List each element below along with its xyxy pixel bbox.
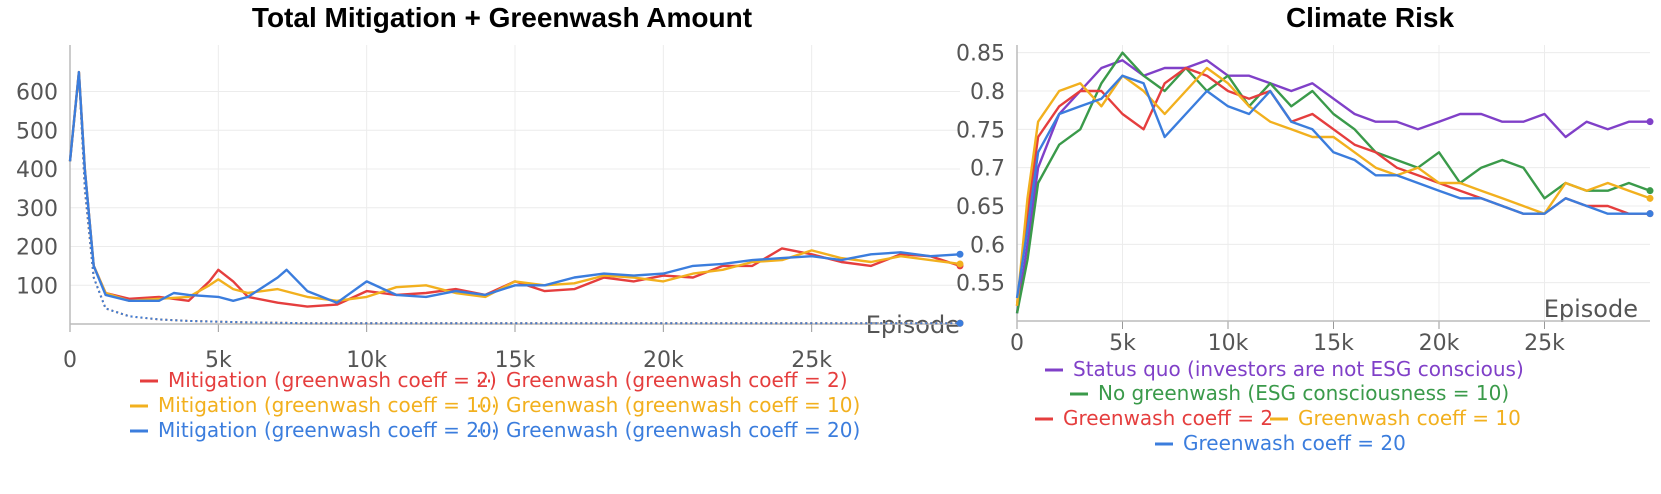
x-tick-label: 5k — [205, 348, 232, 373]
legend-label: Greenwash coeff = 10 — [1298, 406, 1521, 430]
series-line-greenwash-greenwash-coeff-20 — [69, 71, 960, 325]
legend-label: Greenwash coeff = 20 — [1183, 431, 1406, 455]
y-tick-label: 0.6 — [970, 233, 1005, 258]
series-line-greenwash-coeff-10 — [1015, 66, 1651, 306]
series-end-point — [1646, 210, 1654, 218]
legend-item-greenwash-greenwash-coeff-2: Greenwash (greenwash coeff = 2) — [478, 368, 848, 392]
right-chart-legend: Status quo (investors are not ESG consci… — [1035, 357, 1524, 455]
legend-item-greenwash-coeff-2: Greenwash coeff = 2 — [1035, 406, 1273, 430]
legend-label: No greenwash (ESG consciousness = 10) — [1098, 381, 1509, 405]
y-tick-label: 0.75 — [956, 118, 1005, 143]
y-tick-label: 0.55 — [956, 272, 1005, 297]
series-end-point — [1646, 194, 1654, 202]
series-line-greenwash-coeff-20 — [1015, 74, 1650, 299]
series-end-point — [956, 319, 964, 327]
legend-label: Mitigation (greenwash coeff = 2) — [168, 368, 497, 392]
y-tick-label: 0.7 — [970, 157, 1005, 182]
series-line-mitigation-greenwash-coeff-20 — [68, 70, 961, 304]
x-tick-label: 25k — [1524, 331, 1565, 356]
y-tick-label: 400 — [16, 158, 58, 183]
left-chart-legend: Mitigation (greenwash coeff = 2) Greenwas… — [130, 368, 860, 442]
legend-item-status-quo-investors-are-not-esg-conscious: Status quo (investors are not ESG consci… — [1045, 357, 1524, 381]
legend-label: Greenwash (greenwash coeff = 20) — [506, 418, 860, 442]
x-tick-label: 10k — [1208, 331, 1249, 356]
series-line-mitigation-greenwash-coeff-2 — [68, 70, 961, 308]
legend-item-mitigation-greenwash-coeff-20: Mitigation (greenwash coeff = 20) — [130, 418, 500, 442]
left-chart-xlabel: Episode — [866, 311, 960, 339]
legend-label: Greenwash (greenwash coeff = 10) — [506, 393, 860, 417]
left-chart: 100 200 300 400 500 600 0 5k 10k 15k 20k 25k — [16, 45, 964, 373]
legend-label: Status quo (investors are not ESG consci… — [1073, 357, 1524, 381]
y-tick-label: 600 — [16, 81, 58, 106]
legend-label: Greenwash (greenwash coeff = 2) — [506, 368, 848, 392]
right-chart: 0.55 0.6 0.65 0.7 0.75 0.8 0.85 0 5k 10k 15k 20k 25k — [956, 42, 1654, 356]
y-tick-label: 0.8 — [970, 80, 1005, 105]
legend-label: Mitigation (greenwash coeff = 10) — [158, 393, 500, 417]
x-tick-label: 0 — [1010, 331, 1024, 356]
legend-item-no-greenwash-esg-consciousness-10: No greenwash (ESG consciousness = 10) — [1070, 381, 1509, 405]
right-chart-xlabel: Episode — [1544, 295, 1638, 323]
series-end-point — [1646, 187, 1654, 195]
legend-label: Mitigation (greenwash coeff = 20) — [158, 418, 500, 442]
series-end-point — [956, 250, 964, 258]
legend-item-greenwash-coeff-20: Greenwash coeff = 20 — [1155, 431, 1406, 455]
legend-item-greenwash-greenwash-coeff-10: Greenwash (greenwash coeff = 10) — [478, 393, 860, 417]
right-chart-title: Climate Risk — [1286, 2, 1454, 33]
series-line-no-greenwash-esg-consciousness-10 — [1015, 51, 1651, 314]
x-tick-label: 15k — [495, 348, 536, 373]
x-tick-label: 20k — [1419, 331, 1460, 356]
y-tick-label: 0.65 — [956, 195, 1005, 220]
x-tick-label: 5k — [1109, 331, 1136, 356]
left-chart-title: Total Mitigation + Greenwash Amount — [252, 2, 752, 33]
x-tick-label: 10k — [346, 348, 387, 373]
y-tick-label: 100 — [16, 274, 58, 299]
series-line-status-quo-investors-are-not-esg-conscious — [1015, 59, 1650, 314]
y-tick-label: 500 — [16, 119, 58, 144]
legend-item-mitigation-greenwash-coeff-2: Mitigation (greenwash coeff = 2) — [140, 368, 497, 392]
y-tick-label: 200 — [16, 236, 58, 261]
legend-item-mitigation-greenwash-coeff-10: Mitigation (greenwash coeff = 10) — [130, 393, 500, 417]
legend-item-greenwash-greenwash-coeff-20: Greenwash (greenwash coeff = 20) — [478, 418, 860, 442]
x-tick-label: 25k — [791, 348, 832, 373]
legend-label: Greenwash coeff = 2 — [1063, 406, 1273, 430]
x-tick-label: 15k — [1313, 331, 1354, 356]
x-tick-label: 0 — [63, 348, 77, 373]
series-end-point — [1646, 118, 1654, 126]
y-tick-label: 0.85 — [956, 42, 1005, 67]
x-tick-label: 20k — [643, 348, 684, 373]
series-end-point — [956, 260, 964, 268]
y-tick-label: 300 — [16, 197, 58, 222]
legend-item-greenwash-coeff-10: Greenwash coeff = 10 — [1270, 406, 1521, 430]
